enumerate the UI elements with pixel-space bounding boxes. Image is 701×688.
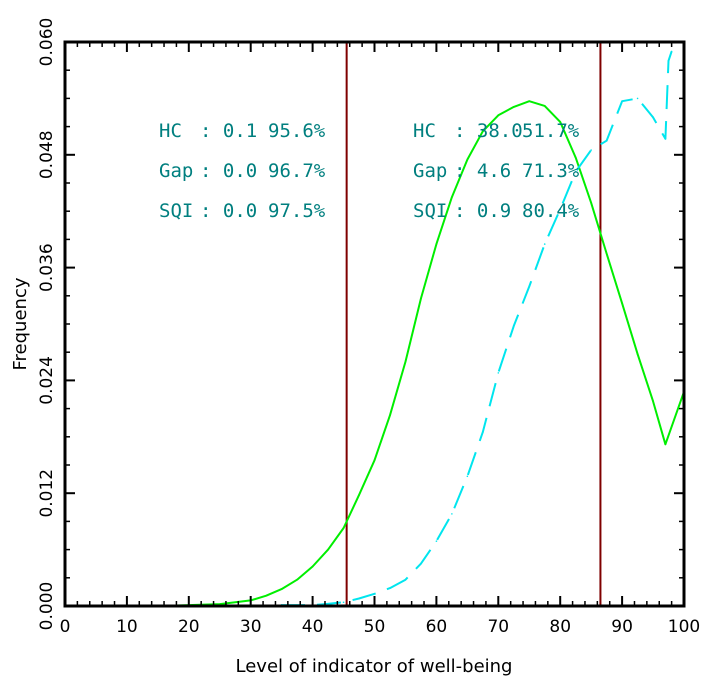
solid-series-point [497, 114, 500, 117]
dashed-series-point [559, 208, 561, 211]
dashed-series-point [652, 116, 654, 118]
annotation-label: SQI [159, 200, 193, 222]
annotation-pct: 51.7% [522, 120, 580, 142]
solid-series-point [621, 302, 623, 305]
annotation-value: : 0.0 [200, 160, 257, 182]
annotation-value: : 0.0 [200, 200, 257, 222]
solid-series-point [512, 106, 515, 108]
y-tick-label: 0.048 [37, 130, 57, 179]
x-axis-title: Level of indicator of well-being [236, 656, 513, 677]
dashed-series-point [358, 597, 360, 600]
dashed-series-point [574, 170, 577, 173]
solid-series-point [543, 105, 546, 107]
annotation-pct: 80.4% [522, 200, 580, 222]
solid-series-point [342, 527, 345, 529]
dashed-series-point [404, 578, 407, 581]
x-tick-label: 20 [178, 617, 200, 637]
annotation-value: : 0.9 [454, 200, 511, 222]
annotation-pct: 71.3% [522, 160, 580, 182]
dashed-series-point [342, 601, 345, 604]
annotation-label: HC [159, 120, 182, 142]
dashed-series-point [420, 562, 422, 565]
annotations: HC : 0.1 95.6% Gap : 0.0 96.7% SQI : 0.0 97.5% HC… [159, 120, 580, 222]
solid-series-line [65, 100, 685, 607]
dashed-series-point [605, 139, 608, 142]
x-tick-label: 80 [549, 617, 571, 637]
y-tick-label: 0.036 [37, 243, 57, 292]
annotation-pct: 97.5% [268, 200, 326, 222]
annotation-label: Gap [413, 160, 447, 182]
dashed-series-point [373, 592, 376, 595]
y-tick-label: 0.024 [37, 356, 57, 405]
solid-series-point [605, 252, 608, 255]
x-tick-label: 100 [668, 617, 700, 637]
y-tick-label: 0.000 [37, 582, 57, 631]
dashed-series-point [389, 587, 391, 589]
dashed-series-point [482, 431, 484, 433]
dashed-series-point [621, 100, 623, 103]
dashed-series-point [451, 513, 453, 515]
annotation-value: : 4.6 [454, 160, 511, 182]
annotation-label: HC [413, 120, 436, 142]
solid-series-point [636, 353, 639, 355]
solid-series-point [482, 130, 484, 133]
solid-series-point [574, 156, 577, 159]
axis-ticks: 0 10 20 30 40 50 60 70 80 90 100 0.000 0.012 0.024 0.0… [37, 18, 700, 637]
solid-series-point [404, 360, 407, 363]
solid-series-point [590, 201, 592, 204]
solid-series-point [652, 400, 654, 402]
threshold-lines [345, 42, 602, 606]
annotation-pct: 95.6% [268, 120, 326, 142]
x-tick-label: 30 [240, 617, 262, 637]
solid-series-point [265, 594, 267, 597]
x-tick-label: 50 [364, 617, 386, 637]
solid-series-point [280, 588, 283, 590]
dashed-series-point [667, 60, 670, 62]
dashed-series-point [512, 325, 515, 327]
solid-series-point [559, 121, 561, 123]
y-tick-label: 0.012 [37, 469, 57, 518]
x-tick-label: 40 [302, 617, 324, 637]
annotation-pct: 96.7% [268, 160, 326, 182]
solid-series-point [358, 494, 360, 496]
solid-series-point [296, 578, 298, 581]
dashed-series-point [497, 372, 500, 374]
solid-series-point [664, 443, 667, 446]
annotation-value: : 38.0 [454, 120, 523, 142]
solid-series-point [389, 414, 391, 416]
y-tick-label: 0.060 [37, 18, 57, 67]
solid-series-point [311, 565, 314, 568]
series-layer [64, 50, 685, 607]
x-tick-label: 10 [116, 617, 138, 637]
x-tick-label: 0 [60, 617, 71, 637]
plot-frame [63, 40, 686, 608]
annotation-value: : 0.1 [200, 120, 257, 142]
x-tick-label: 90 [611, 617, 633, 637]
solid-series-point [373, 459, 376, 462]
solid-series-point [451, 196, 453, 198]
dashed-series-point [636, 97, 639, 100]
y-axis-title: Frequency [10, 277, 31, 370]
annotation-label: Gap [159, 160, 193, 182]
dashed-series-point [670, 50, 673, 53]
x-tick-label: 70 [487, 617, 509, 637]
solid-series-point [466, 158, 469, 161]
dashed-series-point [466, 475, 469, 478]
solid-series-point [528, 100, 531, 103]
dashed-series-point [590, 149, 592, 151]
x-tick-label: 60 [426, 617, 448, 637]
dashed-series-point [528, 285, 531, 288]
solid-series-point [435, 243, 438, 245]
dashed-series-point [543, 243, 546, 245]
solid-series-point [420, 297, 422, 300]
dashed-series-line [65, 51, 673, 607]
annotation-label: SQI [413, 200, 447, 222]
solid-series-point [327, 548, 329, 551]
dashed-series-point [435, 540, 438, 542]
dashed-series-point [664, 138, 667, 140]
